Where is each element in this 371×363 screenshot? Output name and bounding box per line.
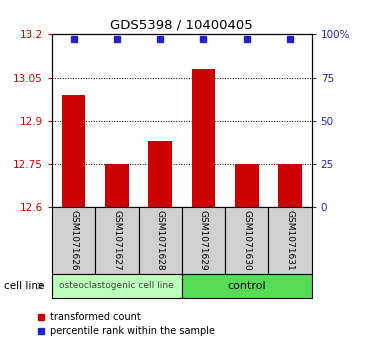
Text: GSM1071626: GSM1071626 xyxy=(69,210,78,271)
Bar xyxy=(225,207,268,274)
Bar xyxy=(191,69,215,207)
Bar xyxy=(182,207,225,274)
Text: cell line: cell line xyxy=(4,281,44,291)
Bar xyxy=(278,164,302,207)
Bar xyxy=(95,207,138,274)
Text: GSM1071627: GSM1071627 xyxy=(112,210,121,271)
Bar xyxy=(105,164,129,207)
Bar xyxy=(138,207,182,274)
Text: GSM1071628: GSM1071628 xyxy=(156,210,165,271)
Bar xyxy=(52,207,95,274)
Bar xyxy=(52,274,182,298)
Title: GDS5398 / 10400405: GDS5398 / 10400405 xyxy=(111,19,253,32)
Bar xyxy=(62,95,85,207)
Bar xyxy=(235,164,259,207)
Bar xyxy=(148,141,172,207)
Text: GSM1071630: GSM1071630 xyxy=(242,210,251,271)
Bar xyxy=(268,207,312,274)
Bar xyxy=(182,274,312,298)
Text: GSM1071631: GSM1071631 xyxy=(286,210,295,271)
Legend: transformed count, percentile rank within the sample: transformed count, percentile rank withi… xyxy=(33,309,219,340)
Text: osteoclastogenic cell line: osteoclastogenic cell line xyxy=(59,281,174,290)
Text: control: control xyxy=(227,281,266,291)
Text: GSM1071629: GSM1071629 xyxy=(199,210,208,271)
